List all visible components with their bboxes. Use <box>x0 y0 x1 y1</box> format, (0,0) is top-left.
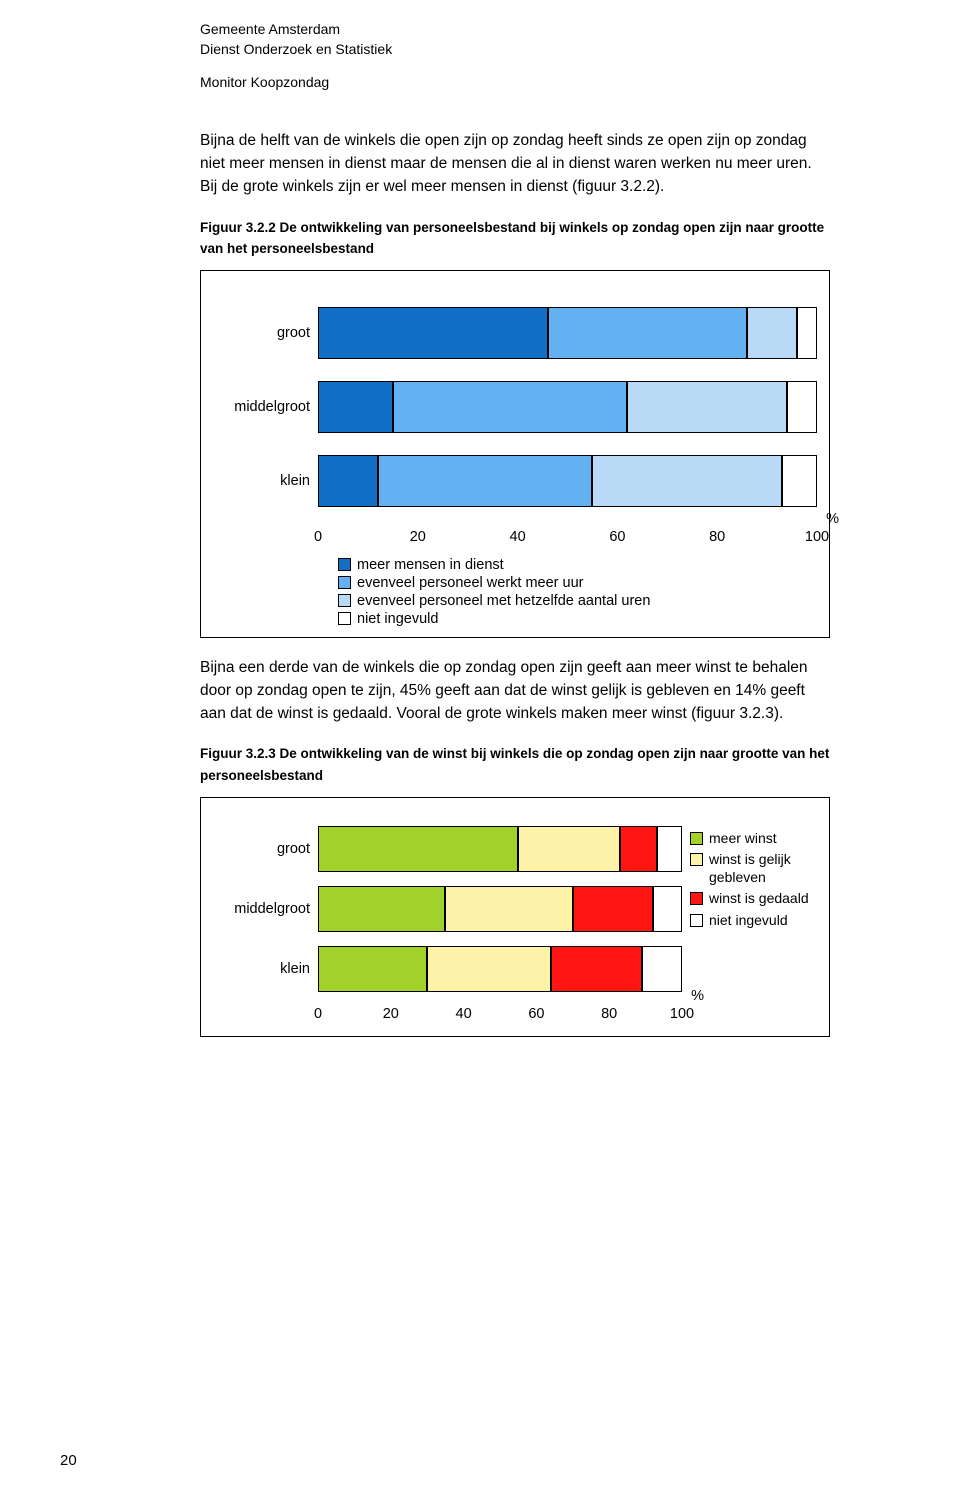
legend-swatch <box>338 558 351 571</box>
legend-swatch <box>338 576 351 589</box>
chart1-bar <box>318 381 817 433</box>
bar-segment <box>797 307 817 359</box>
bar-segment <box>657 826 682 872</box>
bar-segment <box>787 381 817 433</box>
legend-item: evenveel personeel met hetzelfde aantal … <box>338 593 817 609</box>
page-header: Gemeente Amsterdam Dienst Onderzoek en S… <box>200 20 845 93</box>
chart1-cat-label: middelgroot <box>213 399 318 415</box>
chart1-row-groot: groot <box>213 307 817 359</box>
bar-segment <box>782 455 817 507</box>
legend-item: winst is gelijk gebleven <box>690 851 817 886</box>
legend-label: evenveel personeel werkt meer uur <box>357 575 583 591</box>
paragraph-2: Bijna een derde van de winkels die op zo… <box>200 656 830 726</box>
paragraph-1: Bijna de helft van de winkels die open z… <box>200 129 830 199</box>
legend-item: meer winst <box>690 830 817 848</box>
chart-3-2-2: groot middelgroot klein % 020406080100 m… <box>200 270 830 638</box>
header-org: Gemeente Amsterdam <box>200 20 845 40</box>
legend-label: winst is gedaald <box>709 890 809 908</box>
chart1-bar <box>318 307 817 359</box>
header-monitor: Monitor Koopzondag <box>200 73 845 93</box>
chart1-plot: groot middelgroot klein % 020406080100 <box>213 307 817 551</box>
legend-swatch <box>690 853 703 866</box>
bar-segment <box>318 455 378 507</box>
legend-swatch <box>690 892 703 905</box>
legend-label: evenveel personeel met hetzelfde aantal … <box>357 593 650 609</box>
bar-segment <box>393 381 628 433</box>
xtick-label: 60 <box>609 529 625 545</box>
xtick-label: 0 <box>314 1006 322 1022</box>
bar-segment <box>548 307 748 359</box>
chart1-row-middelgroot: middelgroot <box>213 381 817 433</box>
bar-segment <box>653 886 682 932</box>
xtick-label: 0 <box>314 529 322 545</box>
xtick-label: 60 <box>528 1006 544 1022</box>
bar-segment <box>627 381 787 433</box>
chart2-row-middelgroot: middelgroot <box>213 886 682 932</box>
page: Gemeente Amsterdam Dienst Onderzoek en S… <box>0 0 960 1489</box>
legend-item: meer mensen in dienst <box>338 557 817 573</box>
legend-item: niet ingevuld <box>690 912 817 930</box>
bar-segment <box>620 826 656 872</box>
chart1-bar <box>318 455 817 507</box>
bar-segment <box>427 946 551 992</box>
legend-item: evenveel personeel werkt meer uur <box>338 575 817 591</box>
chart2-row-klein: klein <box>213 946 682 992</box>
legend-swatch <box>690 914 703 927</box>
chart2-cat-label: groot <box>213 841 318 857</box>
xtick-label: 40 <box>456 1006 472 1022</box>
chart1-xaxis: % 020406080100 <box>318 529 817 551</box>
bar-segment <box>318 381 393 433</box>
chart2-bar <box>318 886 682 932</box>
bar-segment <box>318 946 427 992</box>
chart2-bar <box>318 826 682 872</box>
bar-segment <box>318 826 518 872</box>
legend-label: winst is gelijk gebleven <box>709 851 817 886</box>
body: Bijna de helft van de winkels die open z… <box>200 129 830 1037</box>
chart2-row-groot: groot <box>213 826 682 872</box>
xtick-label: 80 <box>709 529 725 545</box>
legend-swatch <box>338 612 351 625</box>
legend-label: meer winst <box>709 830 777 848</box>
figure-3-2-2-caption: Figuur 3.2.2 De ontwikkeling van persone… <box>200 217 830 260</box>
chart1-cat-label: groot <box>213 325 318 341</box>
xtick-label: 80 <box>601 1006 617 1022</box>
figure-3-2-3-caption: Figuur 3.2.3 De ontwikkeling van de wins… <box>200 743 830 786</box>
chart1-cat-label: klein <box>213 473 318 489</box>
bar-segment <box>592 455 782 507</box>
bar-segment <box>518 826 620 872</box>
xtick-label: 20 <box>383 1006 399 1022</box>
chart2-cat-label: middelgroot <box>213 901 318 917</box>
legend-item: winst is gedaald <box>690 890 817 908</box>
bar-segment <box>551 946 642 992</box>
chart1-pct-symbol: % <box>826 511 839 527</box>
chart2-cat-label: klein <box>213 961 318 977</box>
chart1-row-klein: klein <box>213 455 817 507</box>
bar-segment <box>378 455 593 507</box>
bar-segment <box>573 886 653 932</box>
xtick-label: 100 <box>670 1006 694 1022</box>
chart2-legend: meer winst winst is gelijk gebleven winst … <box>682 812 817 934</box>
legend-label: niet ingevuld <box>709 912 788 930</box>
legend-swatch <box>690 832 703 845</box>
legend-item: niet ingevuld <box>338 611 817 627</box>
bar-segment <box>318 886 445 932</box>
xtick-label: 100 <box>805 529 829 545</box>
bar-segment <box>318 307 548 359</box>
chart1-legend: meer mensen in dienst evenveel personeel … <box>338 557 817 627</box>
legend-label: meer mensen in dienst <box>357 557 504 573</box>
chart-3-2-3: groot middelgroot klein % <box>200 797 830 1037</box>
page-number: 20 <box>60 1452 77 1469</box>
bar-segment <box>747 307 797 359</box>
chart2-bar <box>318 946 682 992</box>
xtick-label: 40 <box>510 529 526 545</box>
legend-label: niet ingevuld <box>357 611 438 627</box>
chart2-pct-symbol: % <box>691 988 704 1004</box>
header-dept: Dienst Onderzoek en Statistiek <box>200 40 845 60</box>
bar-segment <box>445 886 572 932</box>
xtick-label: 20 <box>410 529 426 545</box>
bar-segment <box>642 946 682 992</box>
chart2-xaxis: % 020406080100 <box>318 1006 682 1028</box>
legend-swatch <box>338 594 351 607</box>
chart2-plot: groot middelgroot klein % <box>213 826 682 1028</box>
